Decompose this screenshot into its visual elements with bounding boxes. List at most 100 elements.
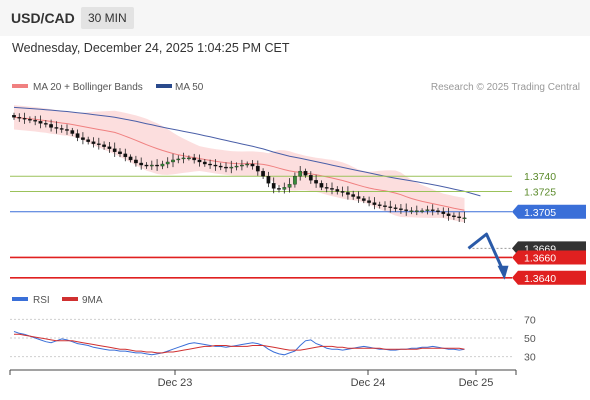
candle-body xyxy=(181,157,186,160)
candle-body xyxy=(107,146,112,149)
candle-body xyxy=(192,157,197,161)
level-label-1.3705: 1.3705 xyxy=(524,207,556,219)
x-tick-label-Dec-24: Dec 24 xyxy=(351,377,386,389)
candle-body xyxy=(303,170,308,176)
candle-body xyxy=(160,163,165,167)
candle-body xyxy=(420,210,424,212)
candle-body xyxy=(171,159,175,163)
candle-body xyxy=(351,194,356,197)
candle-body xyxy=(425,209,430,211)
candle-body xyxy=(319,183,324,188)
candle-body xyxy=(404,209,409,211)
candle-body xyxy=(112,148,117,152)
candle-body xyxy=(308,175,313,181)
candle-body xyxy=(250,163,255,167)
legend-ma50-swatch xyxy=(156,84,172,88)
candle-body xyxy=(430,209,435,211)
candle-body xyxy=(377,204,382,206)
candle-body xyxy=(229,166,234,169)
candle-body xyxy=(462,217,467,220)
candle-body xyxy=(70,130,75,134)
candle-body xyxy=(255,165,260,172)
header-bar: USD/CAD 30 MIN xyxy=(0,0,590,36)
candle-body xyxy=(165,161,170,165)
candle-body xyxy=(271,183,276,189)
candle-body xyxy=(202,161,207,165)
candle-body xyxy=(324,187,329,189)
candle-body xyxy=(314,180,318,184)
candle-body xyxy=(393,207,398,209)
candle-body xyxy=(261,170,265,177)
candle-body xyxy=(367,200,371,203)
candle-body xyxy=(65,129,69,131)
legend-rsi-ma-label: 9MA xyxy=(82,295,103,306)
rsi-tick-70: 70 xyxy=(524,314,536,326)
rsi-tick-30: 30 xyxy=(524,352,536,364)
candle-body xyxy=(441,211,446,214)
timeframe-button[interactable]: 30 MIN xyxy=(81,7,134,29)
candle-body xyxy=(282,187,287,190)
candle-body xyxy=(388,206,393,208)
candle-body xyxy=(234,165,239,168)
candle-body xyxy=(28,119,32,121)
candle-body xyxy=(12,115,16,118)
rsi-series-9MA xyxy=(14,333,465,354)
candle-body xyxy=(49,124,53,128)
candle-body xyxy=(277,188,281,190)
candle-body xyxy=(43,123,48,125)
legend-rsi-swatch xyxy=(12,297,28,301)
legend-rsi-label: RSI xyxy=(33,295,50,306)
candle-body xyxy=(208,163,212,166)
candle-body xyxy=(75,133,80,138)
level-tag-1.3640 xyxy=(512,270,586,285)
candle-body xyxy=(86,139,91,142)
candle-body xyxy=(176,158,181,161)
x-tick-label-Dec-23: Dec 23 xyxy=(158,377,193,389)
level-label-1.3640: 1.3640 xyxy=(524,273,556,285)
candle-body xyxy=(298,170,303,177)
candle-body xyxy=(356,196,361,199)
level-label-1.3660: 1.3660 xyxy=(524,252,556,264)
candle-body xyxy=(340,191,345,193)
legend-bollinger-swatch xyxy=(12,84,28,88)
rsi-series-RSI xyxy=(13,331,465,356)
level-label-1.3725: 1.3725 xyxy=(524,186,556,198)
candle-body xyxy=(361,198,366,201)
candle-body xyxy=(81,137,85,140)
candle-body xyxy=(102,144,106,147)
candle-body xyxy=(224,166,228,169)
x-tick-label-Dec-25: Dec 25 xyxy=(459,377,494,389)
candle-body xyxy=(436,210,440,212)
level-label-1.3740: 1.3740 xyxy=(524,171,556,183)
candle-body xyxy=(287,184,292,188)
candle-body xyxy=(155,164,159,167)
candle-body xyxy=(197,159,202,163)
candle-body xyxy=(149,164,154,167)
candle-body xyxy=(128,156,133,161)
candle-body xyxy=(123,153,128,158)
candle-body xyxy=(414,210,419,212)
candle-body xyxy=(409,210,414,212)
candle-body xyxy=(335,189,340,192)
candle-body xyxy=(293,176,297,185)
candle-body xyxy=(330,188,334,190)
candle-body xyxy=(452,215,456,217)
candle-body xyxy=(59,128,64,130)
candle-body xyxy=(33,120,38,122)
candle-body xyxy=(96,143,101,145)
candle-body xyxy=(187,157,191,160)
candle-body xyxy=(118,151,122,155)
candle-body xyxy=(266,176,271,184)
candle-body xyxy=(346,192,350,195)
rsi-tick-50: 50 xyxy=(524,333,536,345)
ma50-line xyxy=(13,106,481,197)
level-tag-1.3705 xyxy=(512,204,586,219)
legend-bollinger-label: MA 20 + Bollinger Bands xyxy=(33,82,143,93)
datetime-label: Wednesday, December 24, 2025 1:04:25 PM … xyxy=(12,41,290,55)
candle-body xyxy=(144,164,149,167)
forecast-arrow xyxy=(467,232,506,275)
candle-body xyxy=(240,164,244,167)
candle-body xyxy=(54,127,59,129)
candle-body xyxy=(446,213,451,216)
candle-body xyxy=(372,202,377,205)
